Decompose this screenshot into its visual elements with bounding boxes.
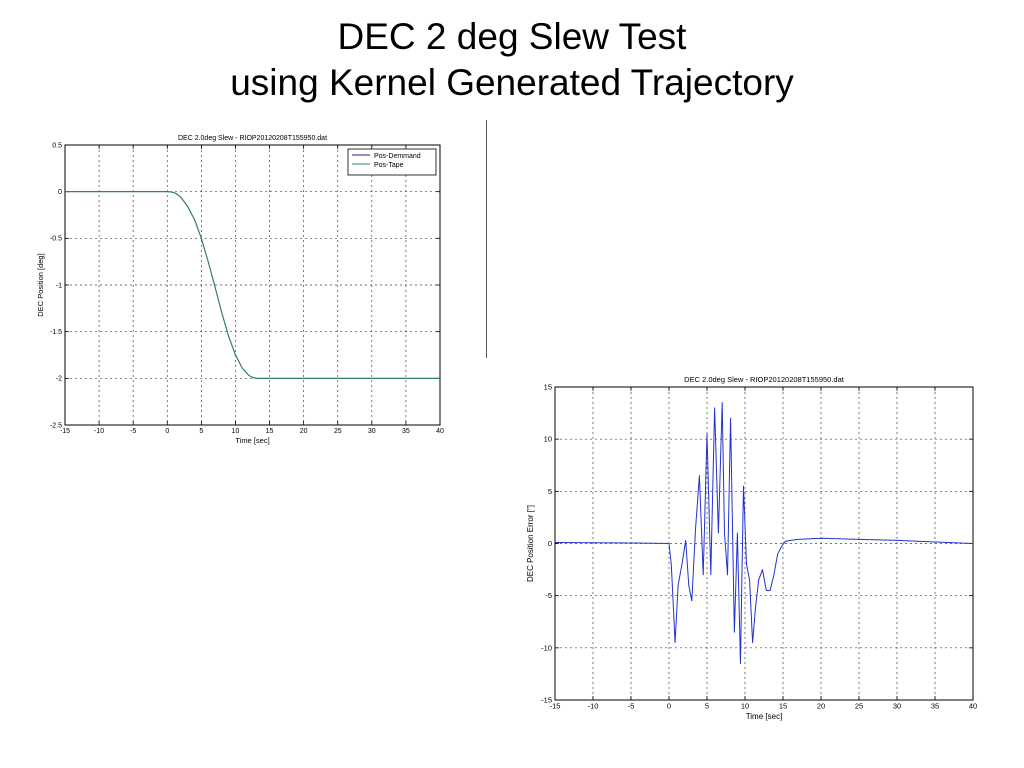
x-tick-label: 25 [334,428,342,435]
y-tick-label: -15 [541,696,552,705]
y-tick-label: 0 [58,189,62,196]
slide-title-line-2: using Kernel Generated Trajectory [230,62,794,103]
x-tick-label: 10 [232,428,240,435]
x-tick-label: 5 [199,428,203,435]
y-tick-label: -2 [56,376,62,383]
x-tick-label: 20 [300,428,308,435]
position-chart: DEC 2.0deg Slew - RIOP20120208T155950.da… [36,135,444,445]
x-tick-label: 20 [817,702,825,711]
y-tick-label: 5 [548,487,552,496]
x-tick-label: -15 [550,702,561,711]
x-tick-label: 40 [436,428,444,435]
x-tick-label: 25 [855,702,863,711]
legend-label: Pos-Tape [374,162,404,169]
chart-title: DEC 2.0deg Slew - RIOP20120208T155950.da… [178,135,327,142]
x-tick-label: 30 [368,428,376,435]
x-tick-label: 10 [741,702,749,711]
chart-title: DEC 2.0deg Slew - RIOP20120208T155950.da… [684,375,845,384]
slide-title: DEC 2 deg Slew Test using Kernel Generat… [0,14,1024,106]
x-tick-label: -5 [628,702,635,711]
x-tick-label: 35 [402,428,410,435]
y-tick-label: 10 [544,435,552,444]
vertical-divider [486,120,487,358]
y-axis-label: DEC Position [deg] [36,253,45,316]
x-tick-label: 35 [931,702,939,711]
y-tick-label: 0.5 [52,142,62,149]
x-tick-label: 40 [969,702,977,711]
x-tick-label: 0 [667,702,671,711]
x-tick-label: -10 [94,428,104,435]
y-tick-label: -5 [545,591,552,600]
x-tick-label: -10 [588,702,599,711]
series-line-2 [65,191,440,379]
y-tick-label: -2.5 [50,422,62,429]
position-error-chart: DEC 2.0deg Slew - RIOP20120208T155950.da… [526,375,977,721]
series-line-1 [554,402,974,664]
x-tick-label: 15 [779,702,787,711]
x-axis-label: Time [sec] [746,712,783,721]
slide-title-line-1: DEC 2 deg Slew Test [337,16,687,57]
y-tick-label: -1.5 [50,329,62,336]
legend-box [347,148,437,176]
x-tick-label: -5 [130,428,136,435]
legend-label: Pos-Demmand [374,153,421,160]
x-tick-label: 0 [165,428,169,435]
y-tick-label: -1 [56,282,62,289]
y-tick-label: 0 [548,539,552,548]
x-tick-label: -15 [60,428,70,435]
x-tick-label: 5 [705,702,709,711]
x-tick-label: 30 [893,702,901,711]
y-tick-label: -0.5 [50,236,62,243]
y-tick-label: 15 [544,383,552,392]
y-axis-label: DEC Position Error ["] [526,505,535,582]
x-axis-label: Time [sec] [235,436,269,445]
x-tick-label: 15 [266,428,274,435]
y-tick-label: -10 [541,643,552,652]
